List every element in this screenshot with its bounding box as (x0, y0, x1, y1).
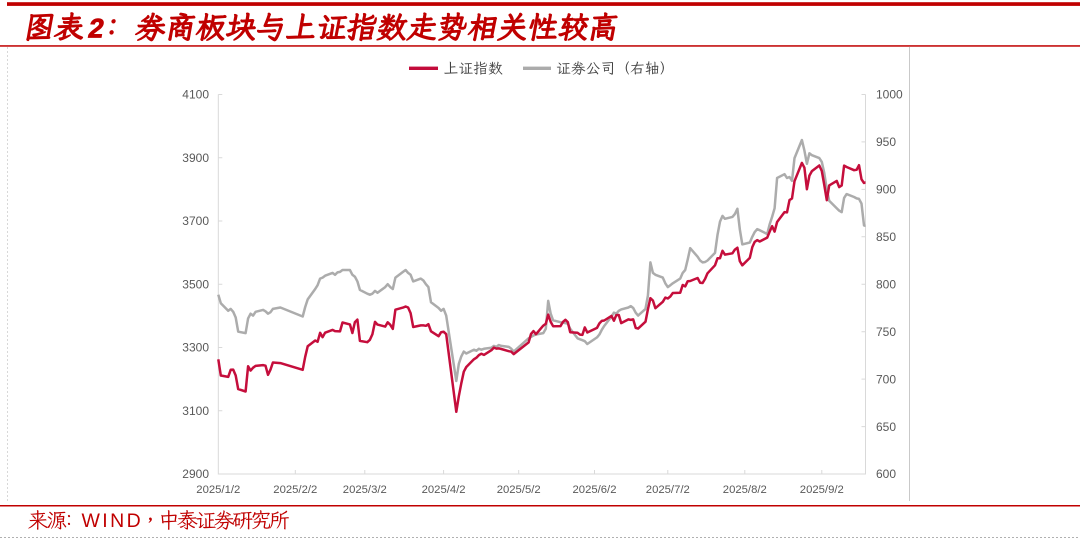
svg-text:2025/8/2: 2025/8/2 (723, 484, 767, 496)
svg-text:3100: 3100 (182, 404, 209, 418)
svg-text:1000: 1000 (876, 88, 903, 102)
svg-text:3300: 3300 (182, 341, 209, 355)
svg-text:3700: 3700 (182, 214, 209, 228)
svg-text:WIND: WIND (82, 510, 144, 532)
svg-text:700: 700 (876, 372, 896, 386)
svg-text:3500: 3500 (182, 277, 209, 291)
svg-text:850: 850 (876, 230, 896, 244)
svg-text:2025/3/2: 2025/3/2 (343, 484, 387, 496)
svg-text:600: 600 (876, 467, 896, 481)
svg-text:650: 650 (876, 420, 896, 434)
svg-text:950: 950 (876, 135, 896, 149)
svg-text:800: 800 (876, 277, 896, 291)
svg-text:2025/7/2: 2025/7/2 (646, 484, 690, 496)
svg-text:2025/4/2: 2025/4/2 (422, 484, 466, 496)
svg-text:900: 900 (876, 183, 896, 197)
svg-text:2: 2 (86, 13, 106, 44)
svg-text:2025/5/2: 2025/5/2 (497, 484, 541, 496)
svg-text:2900: 2900 (182, 467, 209, 481)
svg-text:2025/2/2: 2025/2/2 (273, 484, 317, 496)
svg-text:2025/9/2: 2025/9/2 (800, 484, 844, 496)
svg-text:3900: 3900 (182, 151, 209, 165)
svg-text:750: 750 (876, 325, 896, 339)
svg-text:2025/6/2: 2025/6/2 (573, 484, 617, 496)
svg-text:4100: 4100 (182, 88, 209, 102)
svg-text:2025/1/2: 2025/1/2 (196, 484, 240, 496)
